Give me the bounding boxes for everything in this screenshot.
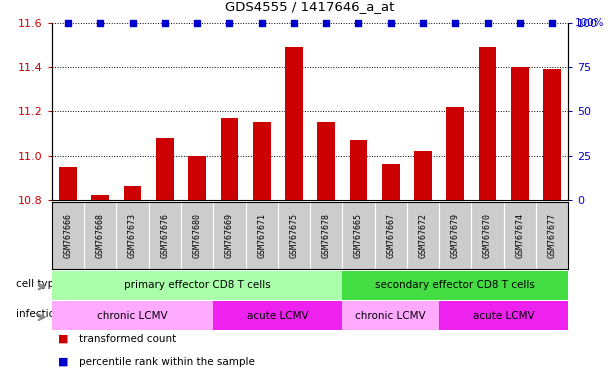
Text: GSM767677: GSM767677: [547, 213, 557, 258]
Point: [95, 20, 105, 26]
Bar: [382, 164, 400, 200]
Point: [547, 20, 557, 26]
Text: cell type: cell type: [16, 279, 60, 289]
Text: chronic LCMV: chronic LCMV: [97, 311, 168, 321]
Text: transformed count: transformed count: [79, 334, 177, 344]
Text: GSM767674: GSM767674: [515, 213, 524, 258]
Text: GSM767680: GSM767680: [192, 213, 202, 258]
Point: [192, 20, 202, 26]
Text: 100%: 100%: [575, 18, 605, 28]
Text: primary effector CD8 T cells: primary effector CD8 T cells: [124, 280, 271, 290]
Point: [224, 20, 234, 26]
Text: GDS4555 / 1417646_a_at: GDS4555 / 1417646_a_at: [225, 0, 395, 13]
Text: percentile rank within the sample: percentile rank within the sample: [79, 357, 255, 367]
Bar: [414, 151, 432, 200]
Text: GSM767676: GSM767676: [160, 213, 169, 258]
Text: GSM767670: GSM767670: [483, 213, 492, 258]
Bar: [188, 156, 206, 200]
Text: ■: ■: [58, 357, 68, 367]
Point: [128, 20, 137, 26]
Point: [321, 20, 331, 26]
Point: [418, 20, 428, 26]
Bar: [156, 138, 174, 200]
Point: [257, 20, 266, 26]
Text: GSM767671: GSM767671: [257, 213, 266, 258]
Point: [160, 20, 170, 26]
Text: GSM767678: GSM767678: [322, 213, 331, 258]
Text: GSM767669: GSM767669: [225, 213, 234, 258]
Text: GSM767665: GSM767665: [354, 213, 363, 258]
Bar: [59, 167, 77, 200]
Bar: [221, 118, 238, 200]
Bar: [511, 67, 529, 200]
Text: chronic LCMV: chronic LCMV: [356, 311, 426, 321]
Point: [450, 20, 460, 26]
Point: [483, 20, 492, 26]
Point: [386, 20, 396, 26]
Bar: [349, 140, 367, 200]
Text: secondary effector CD8 T cells: secondary effector CD8 T cells: [375, 280, 535, 290]
Bar: [285, 47, 303, 200]
Text: GSM767679: GSM767679: [451, 213, 460, 258]
Text: GSM767673: GSM767673: [128, 213, 137, 258]
Bar: [124, 187, 142, 200]
Bar: [478, 47, 496, 200]
Text: GSM767672: GSM767672: [419, 213, 428, 258]
Text: GSM767675: GSM767675: [290, 213, 298, 258]
Point: [63, 20, 73, 26]
Text: GSM767668: GSM767668: [96, 213, 105, 258]
Bar: [543, 70, 561, 200]
Text: acute LCMV: acute LCMV: [247, 311, 309, 321]
Bar: [92, 195, 109, 200]
Point: [515, 20, 525, 26]
Text: GSM767667: GSM767667: [386, 213, 395, 258]
Text: infection: infection: [16, 310, 61, 319]
Text: ■: ■: [58, 334, 68, 344]
Text: GSM767666: GSM767666: [64, 213, 73, 258]
Point: [289, 20, 299, 26]
Text: acute LCMV: acute LCMV: [473, 311, 535, 321]
Bar: [317, 122, 335, 200]
Bar: [253, 122, 271, 200]
Bar: [447, 107, 464, 200]
Point: [354, 20, 364, 26]
